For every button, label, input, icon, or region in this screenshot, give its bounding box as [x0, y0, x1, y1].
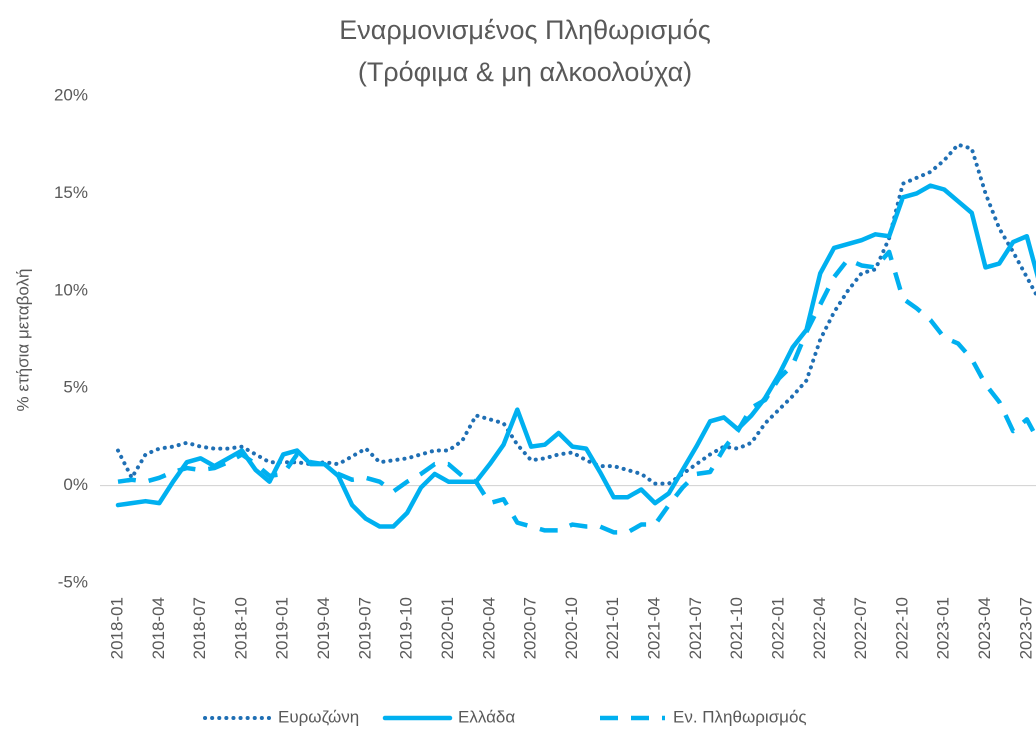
x-tick-label: 2018-07 — [190, 597, 209, 659]
x-tick-label: 2019-04 — [314, 597, 333, 659]
x-tick-label: 2023-04 — [975, 597, 994, 659]
x-tick-label: 2023-07 — [1016, 597, 1035, 659]
y-tick-label: 5% — [63, 378, 88, 397]
x-tick-label: 2020-01 — [438, 597, 457, 659]
x-tick-label: 2019-10 — [397, 597, 416, 659]
legend-label: Ευρωζώνη — [278, 707, 359, 726]
x-tick-label: 2018-01 — [107, 597, 126, 659]
x-tick-label: 2021-10 — [727, 597, 746, 659]
line-series — [115, 183, 1036, 529]
x-tick-label: 2022-01 — [768, 597, 787, 659]
y-tick-label: 15% — [54, 183, 88, 202]
y-tick-label: -5% — [58, 572, 88, 591]
x-tick-label: 2018-04 — [149, 597, 168, 659]
x-tick-label: 2018-10 — [231, 597, 250, 659]
legend-label: Ελλάδα — [458, 707, 515, 726]
line-series — [116, 142, 1036, 486]
y-tick-label: 10% — [54, 280, 88, 299]
x-tick-label: 2022-10 — [892, 597, 911, 659]
x-tick-label: 2021-07 — [686, 597, 705, 659]
plot-area — [115, 142, 1036, 535]
line-series — [117, 249, 1036, 535]
x-tick-label: 2022-07 — [851, 597, 870, 659]
x-tick-label: 2020-10 — [562, 597, 581, 659]
x-tick-label: 2019-07 — [355, 597, 374, 659]
legend-label: Εν. Πληθωρισμός — [673, 707, 807, 726]
x-tick-label: 2023-01 — [934, 597, 953, 659]
chart-title: Εναρμονισμένος Πληθωρισμός — [339, 15, 711, 45]
x-tick-label: 2021-01 — [603, 597, 622, 659]
y-tick-label: 20% — [54, 85, 88, 104]
x-tick-label: 2020-07 — [521, 597, 540, 659]
x-tick-label: 2022-04 — [810, 597, 829, 659]
x-tick-label: 2021-04 — [645, 597, 664, 659]
x-tick-label: 2019-01 — [273, 597, 292, 659]
chart-subtitle: (Τρόφιμα & μη αλκοολούχα) — [358, 57, 692, 87]
y-axis-label: % ετήσια μεταβολή — [13, 269, 32, 412]
y-tick-label: 0% — [63, 475, 88, 494]
x-tick-label: 2020-04 — [479, 597, 498, 659]
